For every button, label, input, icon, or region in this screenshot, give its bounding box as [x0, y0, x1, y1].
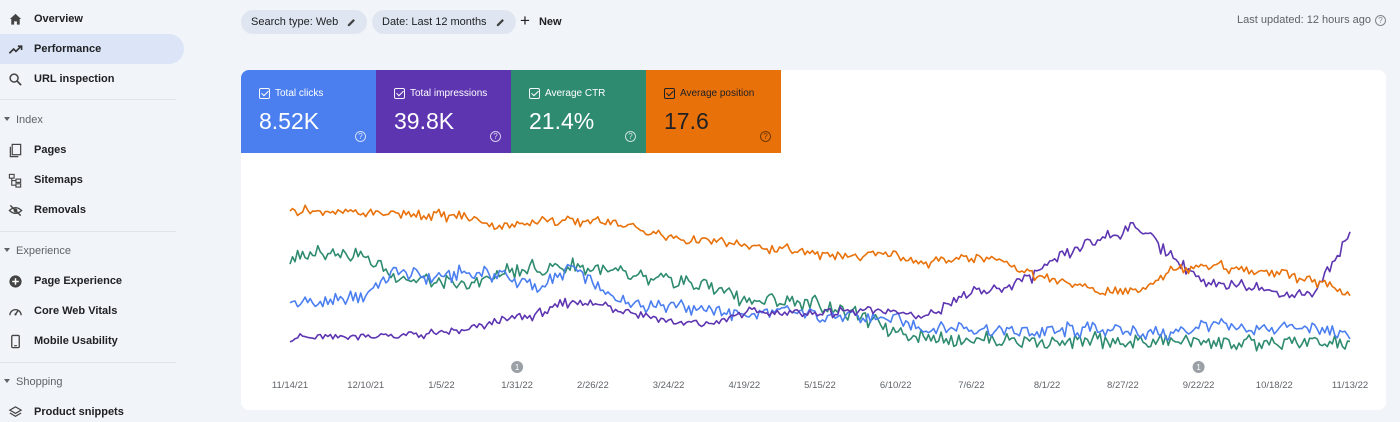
caret-down-icon	[4, 248, 10, 252]
new-filter-button[interactable]: + New	[520, 10, 562, 34]
section-label: Experience	[16, 245, 72, 257]
metric-label: Average CTR	[545, 88, 606, 99]
sidebar-divider	[0, 362, 176, 363]
last-updated-status: Last updated: 12 hours ago ?	[1237, 14, 1386, 26]
caret-down-icon	[4, 117, 10, 121]
sidebar-item-label: Product snippets	[34, 406, 124, 418]
x-tick-label: 2/26/22	[577, 380, 609, 391]
annotation-marker-label: 1	[515, 363, 520, 372]
sidebar-item-label: URL inspection	[34, 73, 115, 85]
sidebar-item-product-snippets[interactable]: Product snippets	[0, 397, 184, 422]
checkbox-checked-icon[interactable]	[259, 88, 270, 99]
sidebar-item-mobile-usability[interactable]: Mobile Usability	[0, 326, 184, 356]
metric-value: 39.8K	[394, 108, 455, 134]
metric-value: 17.6	[664, 108, 709, 134]
pages-icon	[7, 142, 23, 158]
x-tick-label: 8/27/22	[1107, 380, 1139, 391]
x-tick-label: 9/22/22	[1183, 380, 1215, 391]
x-tick-label: 10/18/22	[1256, 380, 1293, 391]
sidebar-divider	[0, 99, 176, 100]
metric-label: Total clicks	[275, 88, 324, 99]
metric-label: Total impressions	[410, 88, 488, 99]
x-tick-label: 1/31/22	[501, 380, 533, 391]
help-icon[interactable]: ?	[760, 131, 771, 142]
search-type-label: Search type: Web	[251, 16, 339, 28]
annotation-marker-circle	[1192, 361, 1205, 373]
metric-average-position[interactable]: Average position 17.6 ?	[646, 70, 781, 153]
metric-total-impressions[interactable]: Total impressions 39.8K ?	[376, 70, 511, 153]
series-line-average-position	[289, 204, 1351, 297]
sidebar: Overview Performance URL inspection Inde…	[0, 0, 190, 422]
checkbox-checked-icon[interactable]	[394, 88, 405, 99]
checkbox-checked-icon[interactable]	[529, 88, 540, 99]
help-icon[interactable]: ?	[1375, 14, 1386, 26]
sidebar-item-url-inspection[interactable]: URL inspection	[0, 64, 184, 94]
caret-down-icon	[4, 379, 10, 383]
metric-average-ctr[interactable]: Average CTR 21.4% ?	[511, 70, 646, 153]
sidebar-item-core-web-vitals[interactable]: Core Web Vitals	[0, 296, 184, 326]
speedometer-icon	[7, 303, 23, 319]
section-label: Shopping	[16, 376, 63, 388]
search-icon	[7, 71, 23, 87]
x-tick-label: 12/10/21	[347, 380, 384, 391]
x-tick-label: 6/10/22	[880, 380, 912, 391]
sidebar-item-overview[interactable]: Overview	[0, 4, 184, 34]
new-filter-label: New	[538, 16, 562, 28]
sidebar-item-label: Pages	[34, 144, 67, 156]
sidebar-item-label: Sitemaps	[34, 174, 83, 186]
last-updated-text: Last updated: 12 hours ago	[1237, 14, 1371, 26]
x-tick-label: 8/1/22	[1034, 380, 1060, 391]
x-tick-label: 4/19/22	[728, 380, 760, 391]
help-icon[interactable]: ?	[355, 131, 366, 142]
annotation-marker[interactable]: 1	[1192, 361, 1205, 373]
sidebar-item-label: Removals	[34, 204, 86, 216]
metric-value: 21.4%	[529, 108, 595, 134]
sidebar-item-label: Performance	[34, 43, 102, 55]
search-type-filter-chip[interactable]: Search type: Web	[241, 10, 368, 34]
sidebar-item-pages[interactable]: Pages	[0, 135, 184, 165]
sitemap-icon	[7, 172, 23, 188]
series-line-total-clicks	[289, 263, 1351, 341]
plus-circle-icon	[7, 273, 23, 289]
series-line-total-impressions	[289, 222, 1351, 343]
sidebar-divider	[0, 231, 176, 232]
x-tick-label: 7/6/22	[958, 380, 984, 391]
annotation-marker[interactable]: 1	[511, 361, 524, 373]
pencil-icon	[348, 18, 356, 26]
checkbox-checked-icon[interactable]	[664, 88, 675, 99]
layers-icon	[7, 404, 23, 420]
pencil-icon	[496, 18, 504, 26]
metric-total-clicks[interactable]: Total clicks 8.52K ?	[241, 70, 376, 153]
series-line-average-ctr	[289, 244, 1351, 352]
metric-label: Average position	[680, 88, 755, 99]
x-tick-label: 5/15/22	[804, 380, 836, 391]
home-icon	[7, 11, 23, 27]
date-filter-chip[interactable]: Date: Last 12 months	[372, 10, 516, 34]
performance-card: Total clicks 8.52K ? Total impressions 3…	[241, 70, 1386, 410]
sidebar-item-page-experience[interactable]: Page Experience	[0, 266, 184, 296]
sidebar-item-label: Page Experience	[34, 275, 123, 287]
annotation-marker-label: 1	[1196, 363, 1201, 372]
performance-line-chart[interactable]: 11/14/21 12/10/21 1/5/22 1/31/22 2/26/22 3/24…	[241, 70, 1386, 410]
x-tick-label: 1/5/22	[428, 380, 454, 391]
plus-icon: +	[520, 11, 530, 30]
sidebar-item-sitemaps[interactable]: Sitemaps	[0, 165, 184, 195]
date-filter-label: Date: Last 12 months	[382, 16, 487, 28]
section-label: Index	[16, 114, 43, 126]
help-icon[interactable]: ?	[625, 131, 636, 142]
sidebar-item-label: Overview	[34, 13, 83, 25]
smartphone-icon	[7, 333, 23, 349]
sidebar-item-performance[interactable]: Performance	[0, 34, 184, 64]
sidebar-item-label: Core Web Vitals	[34, 305, 118, 317]
x-tick-label: 3/24/22	[653, 380, 685, 391]
help-icon[interactable]: ?	[490, 131, 501, 142]
x-tick-label: 11/13/22	[1332, 380, 1368, 391]
x-tick-label: 11/14/21	[272, 380, 308, 391]
annotation-marker-circle	[511, 361, 524, 373]
trending-up-icon	[7, 41, 23, 57]
sidebar-item-label: Mobile Usability	[34, 335, 118, 347]
eye-off-icon	[7, 202, 23, 218]
sidebar-item-removals[interactable]: Removals	[0, 195, 184, 225]
metric-value: 8.52K	[259, 108, 320, 134]
